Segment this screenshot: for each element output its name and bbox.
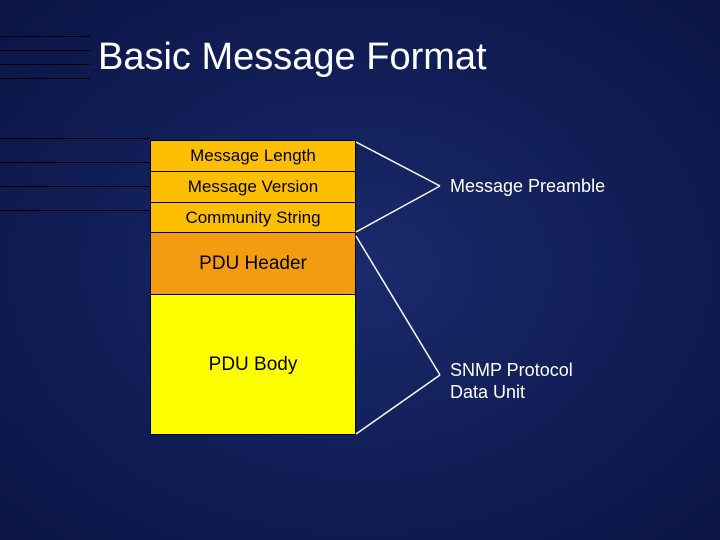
label-snmp-pdu-line2: Data Unit <box>450 382 525 402</box>
bracket-preamble-top <box>356 142 440 186</box>
bracket-pdu-top <box>356 236 440 375</box>
connector-lines <box>0 0 720 540</box>
preamble-row-version: Message Version <box>150 171 356 202</box>
preamble-row-length: Message Length <box>150 140 356 171</box>
message-format-diagram: Message Length Message Version Community… <box>150 140 356 435</box>
label-snmp-pdu: SNMP Protocol Data Unit <box>450 360 573 403</box>
label-snmp-pdu-line1: SNMP Protocol <box>450 360 573 380</box>
preamble-row-community: Community String <box>150 202 356 233</box>
label-message-preamble: Message Preamble <box>450 176 605 197</box>
pdu-header-block: PDU Header <box>150 233 356 295</box>
slide-title: Basic Message Format <box>98 36 487 79</box>
bracket-preamble-bottom <box>356 186 440 232</box>
pdu-body-block: PDU Body <box>150 295 356 435</box>
bracket-pdu-bottom <box>356 375 440 434</box>
